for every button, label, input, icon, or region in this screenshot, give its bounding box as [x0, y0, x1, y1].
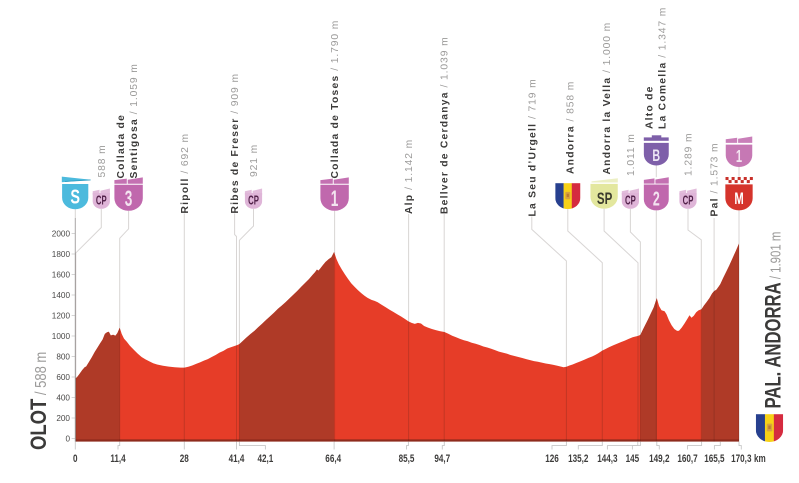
svg-text:921 m: 921 m: [249, 144, 260, 177]
svg-text:170,3: 170,3: [731, 453, 752, 466]
svg-text:1: 1: [736, 146, 742, 166]
svg-text:145: 145: [626, 453, 640, 466]
svg-text:OLOT / 588 m: OLOT / 588 m: [28, 352, 52, 450]
svg-text:1.011 m: 1.011 m: [626, 133, 637, 176]
svg-text:149,2: 149,2: [649, 453, 670, 466]
svg-text:CP: CP: [625, 195, 636, 208]
svg-text:160,7: 160,7: [677, 453, 698, 466]
svg-text:2: 2: [653, 188, 660, 211]
svg-text:1.289 m: 1.289 m: [684, 132, 695, 176]
svg-text:Bellver de Cerdanya / 1.039 m: Bellver de Cerdanya / 1.039 m: [439, 36, 450, 214]
svg-text:B: B: [652, 146, 660, 165]
svg-text:28: 28: [180, 453, 189, 466]
svg-text:135,2: 135,2: [568, 453, 589, 466]
svg-text:400: 400: [56, 393, 70, 402]
svg-text:600: 600: [56, 373, 70, 382]
svg-text:S: S: [70, 185, 80, 208]
svg-text:165,5: 165,5: [704, 453, 725, 466]
svg-text:1600: 1600: [52, 270, 71, 279]
svg-text:126: 126: [545, 453, 559, 466]
svg-text:41,4: 41,4: [229, 453, 245, 466]
svg-text:11,4: 11,4: [110, 453, 126, 466]
svg-text:2000: 2000: [52, 229, 71, 238]
svg-text:1400: 1400: [52, 291, 71, 300]
svg-text:200: 200: [56, 414, 70, 423]
svg-text:0: 0: [73, 453, 78, 466]
svg-text:0: 0: [65, 434, 70, 443]
svg-text:1: 1: [331, 186, 339, 211]
svg-text:Alto de: Alto de: [645, 85, 656, 129]
svg-text:M: M: [734, 189, 743, 208]
svg-text:1200: 1200: [52, 311, 71, 320]
svg-text:Andorra la Vella / 1.000 m: Andorra la Vella / 1.000 m: [602, 22, 613, 175]
svg-text:Alp / 1.142 m: Alp / 1.142 m: [404, 139, 415, 214]
svg-text:Sentigosa / 1.059 m: Sentigosa / 1.059 m: [129, 63, 140, 178]
svg-text:km: km: [754, 453, 766, 466]
svg-text:1000: 1000: [52, 332, 71, 341]
svg-text:800: 800: [56, 352, 70, 361]
svg-text:CP: CP: [96, 195, 107, 208]
svg-text:La Comella / 1.347 m: La Comella / 1.347 m: [658, 7, 669, 129]
svg-text:Collada de Toses / 1.790 m: Collada de Toses / 1.790 m: [330, 20, 341, 179]
svg-text:SP: SP: [597, 190, 613, 209]
svg-text:Andorra / 858 m: Andorra / 858 m: [566, 81, 577, 174]
svg-text:42,1: 42,1: [257, 453, 273, 466]
svg-text:1800: 1800: [52, 250, 71, 259]
svg-text:85,5: 85,5: [399, 453, 415, 466]
svg-text:La Seu d’Urgell / 719 m: La Seu d’Urgell / 719 m: [527, 78, 538, 216]
svg-text:Collada de: Collada de: [116, 114, 127, 179]
svg-text:Ripoll / 692 m: Ripoll / 692 m: [180, 133, 191, 214]
svg-text:588 m: 588 m: [97, 144, 108, 177]
svg-text:66,4: 66,4: [325, 453, 341, 466]
svg-text:Ribes de Freser / 909 m: Ribes de Freser / 909 m: [230, 73, 241, 213]
svg-text:PAL. ANDORRA / 1.901 m: PAL. ANDORRA / 1.901 m: [761, 232, 786, 409]
svg-text:CP: CP: [683, 195, 694, 208]
svg-text:Pal / 1.573 m: Pal / 1.573 m: [710, 142, 721, 216]
svg-text:94,7: 94,7: [434, 453, 450, 466]
svg-text:3: 3: [125, 186, 133, 211]
svg-text:144,3: 144,3: [597, 453, 618, 466]
svg-text:CP: CP: [248, 195, 259, 208]
